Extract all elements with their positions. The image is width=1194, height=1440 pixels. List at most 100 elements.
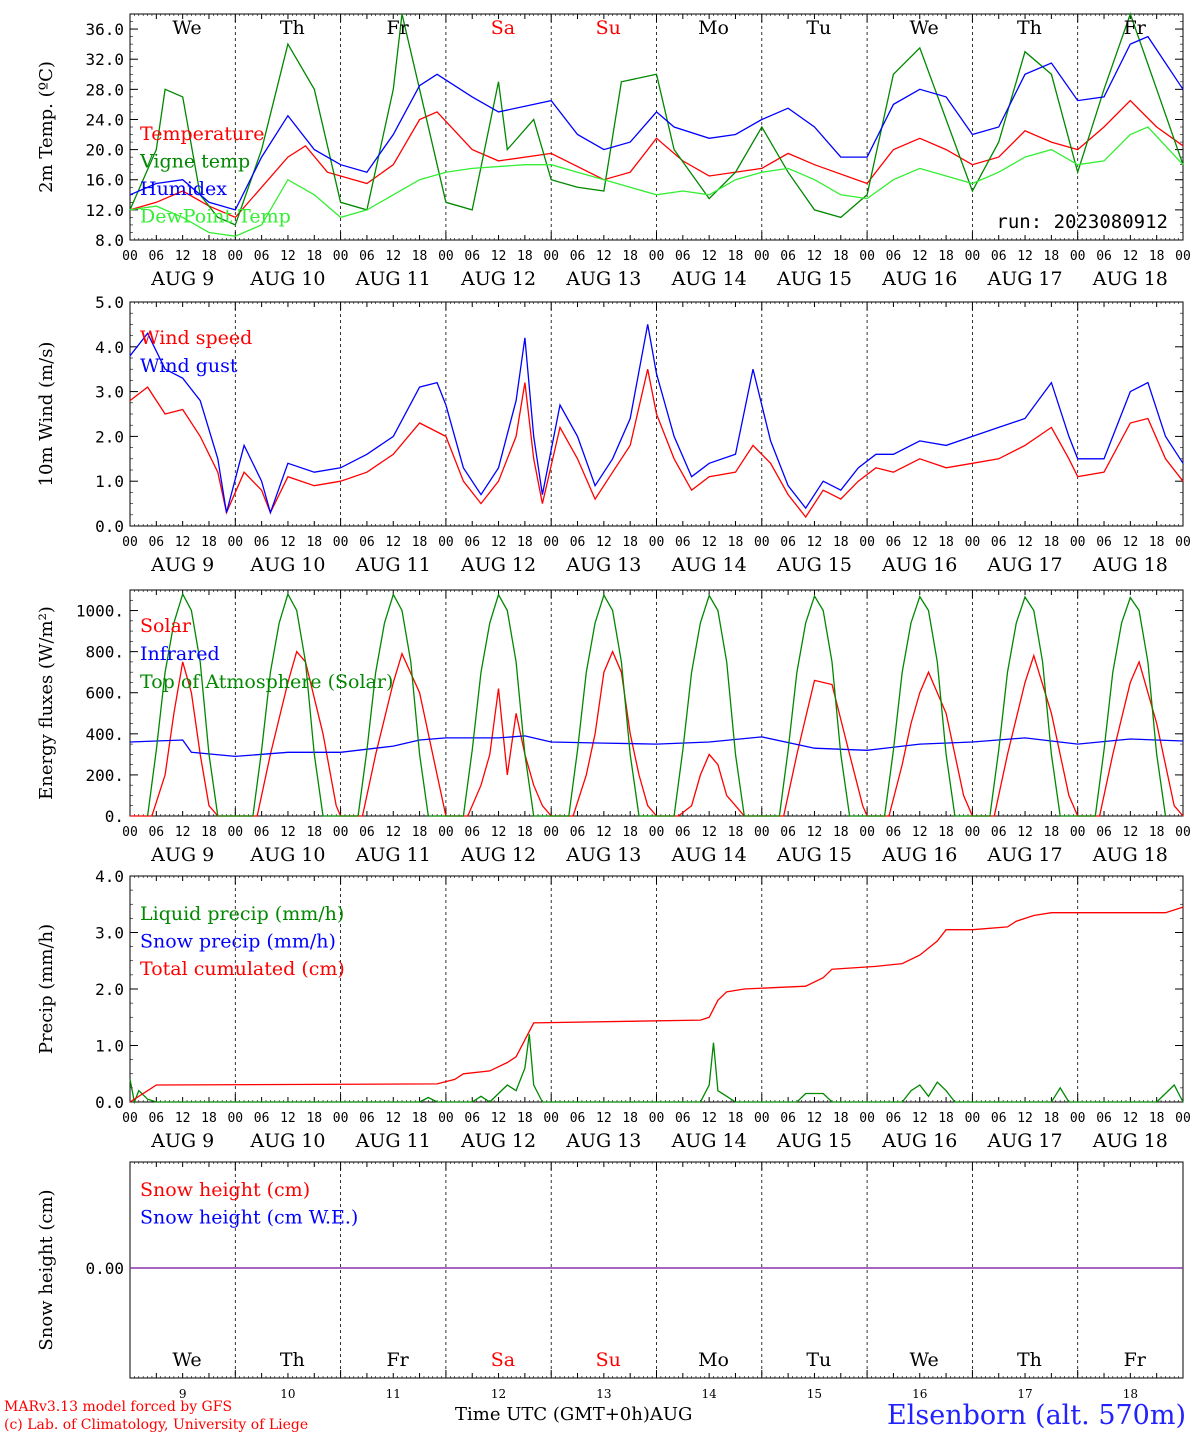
- x-date-label: AUG 11: [355, 268, 431, 290]
- x-hour-label: 12: [807, 1111, 823, 1126]
- x-hour-label: 12: [701, 1111, 717, 1126]
- x-hour-label: 18: [1044, 825, 1060, 840]
- x-date-label: AUG 18: [1092, 554, 1168, 576]
- x-hour-label: 06: [991, 825, 1007, 840]
- bottom-day-number: 16: [912, 1387, 927, 1401]
- weekday-label: Fr: [1124, 1349, 1147, 1371]
- x-hour-label: 12: [596, 825, 612, 840]
- series-line-total-cumulated-cm-: [129, 906, 1184, 1103]
- x-hour-label: 06: [675, 249, 691, 264]
- legend-entry: Wind speed: [140, 327, 252, 349]
- x-date-label: AUG 10: [249, 554, 325, 576]
- y-tick-label: 28.0: [85, 80, 124, 99]
- x-date-label: AUG 12: [460, 1130, 536, 1152]
- x-date-label: AUG 17: [986, 554, 1062, 576]
- weekday-label: We: [910, 17, 939, 39]
- x-hour-label: 06: [254, 535, 270, 550]
- x-hour-label: 00: [333, 825, 349, 840]
- x-hour-label: 06: [991, 249, 1007, 264]
- x-date-label: AUG 12: [460, 268, 536, 290]
- weekday-label: Mo: [698, 17, 729, 39]
- x-hour-label: 18: [1044, 535, 1060, 550]
- x-hour-label: 00: [859, 825, 875, 840]
- y-tick-label: 0.0: [95, 517, 124, 536]
- model-label: MARv3.13 model forced by GFS: [4, 1399, 233, 1415]
- x-date-label: AUG 13: [565, 844, 641, 866]
- x-hour-label: 06: [570, 1111, 586, 1126]
- x-date-label: AUG 15: [776, 1130, 852, 1152]
- x-hour-label: 12: [807, 249, 823, 264]
- x-date-label: AUG 12: [460, 554, 536, 576]
- x-hour-label: 12: [1123, 249, 1139, 264]
- x-hour-label: 06: [780, 825, 796, 840]
- weekday-label: Sa: [491, 1349, 515, 1371]
- time-axis-label: Time UTC (GMT+0h): [455, 1404, 650, 1425]
- x-hour-label: 18: [412, 825, 428, 840]
- x-hour-label: 12: [385, 825, 401, 840]
- weekday-label: We: [172, 1349, 201, 1371]
- x-hour-label: 06: [675, 825, 691, 840]
- x-hour-label: 06: [254, 1111, 270, 1126]
- x-hour-label: 06: [780, 249, 796, 264]
- x-hour-label: 18: [622, 249, 638, 264]
- x-hour-label: 18: [622, 535, 638, 550]
- x-hour-label: 00: [1175, 249, 1191, 264]
- bottom-day-number: 9: [179, 1387, 187, 1401]
- legend-entry: Infrared: [140, 643, 220, 665]
- x-hour-label: 06: [148, 1111, 164, 1126]
- bottom-day-number: 12: [491, 1387, 506, 1401]
- x-hour-label: 00: [649, 535, 665, 550]
- y-axis-title: 10m Wind (m/s): [36, 342, 57, 487]
- x-hour-label: 18: [833, 825, 849, 840]
- x-hour-label: 00: [1175, 535, 1191, 550]
- x-hour-label: 12: [280, 249, 296, 264]
- x-hour-label: 18: [517, 825, 533, 840]
- x-hour-label: 00: [965, 249, 981, 264]
- x-hour-label: 06: [359, 825, 375, 840]
- x-hour-label: 18: [622, 825, 638, 840]
- x-hour-label: 18: [517, 535, 533, 550]
- x-hour-label: 00: [649, 249, 665, 264]
- x-date-label: AUG 9: [150, 554, 214, 576]
- y-tick-label: 2.0: [95, 980, 124, 999]
- series-line-vigne-temp: [129, 12, 1184, 226]
- x-hour-label: 18: [938, 825, 954, 840]
- bottom-day-number: 18: [1123, 1387, 1138, 1401]
- x-hour-label: 18: [306, 535, 322, 550]
- x-hour-label: 18: [1044, 249, 1060, 264]
- series-line-wind-speed: [129, 369, 1184, 519]
- x-date-label: AUG 17: [986, 844, 1062, 866]
- x-hour-label: 12: [912, 1111, 928, 1126]
- legend-entry: Snow height (cm): [140, 1179, 310, 1201]
- x-hour-label: 06: [359, 249, 375, 264]
- x-hour-label: 00: [965, 535, 981, 550]
- x-date-label: AUG 9: [150, 1130, 214, 1152]
- legend-entry: Snow precip (mm/h): [140, 931, 336, 953]
- weekday-label: Su: [596, 17, 621, 39]
- x-hour-label: 06: [570, 249, 586, 264]
- x-hour-label: 12: [701, 535, 717, 550]
- x-hour-label: 06: [148, 825, 164, 840]
- x-hour-label: 18: [201, 825, 217, 840]
- y-tick-label: 24.0: [85, 110, 124, 129]
- x-date-label: AUG 11: [355, 1130, 431, 1152]
- legend-entry: Liquid precip (mm/h): [140, 903, 344, 925]
- x-date-label: AUG 10: [249, 268, 325, 290]
- y-axis-title: 2m Temp. (ºC): [36, 61, 57, 193]
- weekday-label: Tu: [806, 1349, 831, 1371]
- x-hour-label: 00: [122, 249, 138, 264]
- x-date-label: AUG 10: [249, 844, 325, 866]
- y-tick-label: 1000.: [76, 602, 124, 621]
- weekday-label: We: [172, 17, 201, 39]
- x-hour-label: 18: [728, 249, 744, 264]
- y-tick-label: 2.0: [95, 427, 124, 446]
- x-date-label: AUG 14: [671, 1130, 747, 1152]
- x-date-label: AUG 16: [881, 844, 957, 866]
- x-hour-label: 12: [175, 825, 191, 840]
- y-tick-label: 1.0: [95, 1037, 124, 1056]
- x-hour-label: 12: [912, 825, 928, 840]
- x-hour-label: 12: [1123, 825, 1139, 840]
- x-hour-label: 18: [622, 1111, 638, 1126]
- x-hour-label: 12: [912, 249, 928, 264]
- x-hour-label: 18: [412, 1111, 428, 1126]
